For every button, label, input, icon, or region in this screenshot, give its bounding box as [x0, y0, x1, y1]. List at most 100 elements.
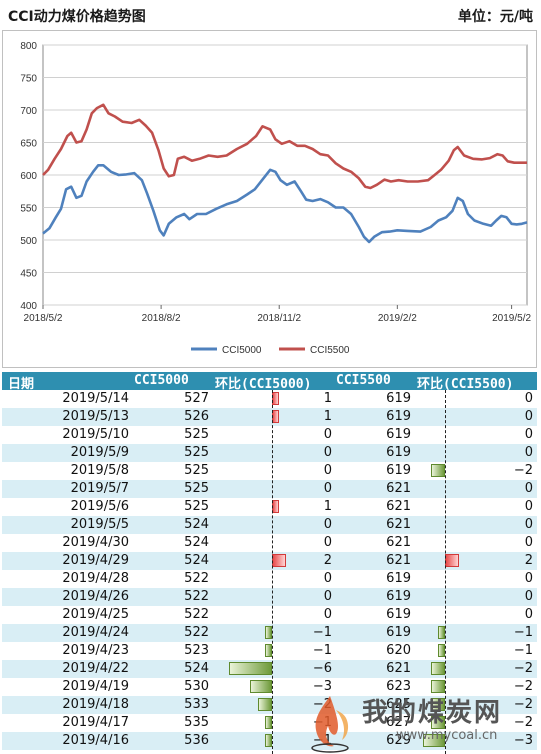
cell-chg5000: 2	[323, 553, 332, 568]
cell-cci5500: 621	[386, 553, 411, 568]
cell-cci5000: 524	[184, 517, 209, 532]
cell-chg5000: −1	[312, 625, 332, 640]
change-bar-cci5500	[430, 716, 445, 729]
cell-date: 2019/4/29	[62, 553, 129, 568]
cell-cci5500: 621	[386, 499, 411, 514]
cell-cci5000: 525	[184, 427, 209, 442]
cell-cci5000: 525	[184, 499, 209, 514]
cell-date: 2019/5/6	[70, 499, 129, 514]
change-bar-cci5000	[272, 392, 280, 405]
cell-chg5500: 0	[524, 409, 533, 424]
cell-cci5500: 621	[386, 535, 411, 550]
price-table: 日期 CCI5000 环比(CCI5000) CCI5500 环比(CCI550…	[2, 372, 537, 754]
cell-cci5000: 524	[184, 535, 209, 550]
cell-chg5500: 0	[524, 427, 533, 442]
cell-chg5500: 0	[524, 535, 533, 550]
cell-date: 2019/4/28	[62, 571, 129, 586]
table-row: 2019/5/13 526 1 619 0	[2, 408, 537, 426]
y-tick-label: 500	[20, 236, 37, 247]
cell-chg5500: 0	[524, 391, 533, 406]
cell-cci5500: 620	[386, 643, 411, 658]
header-cci5500: CCI5500	[336, 373, 391, 388]
cell-chg5500: 0	[524, 571, 533, 586]
cell-date: 2019/5/5	[70, 517, 129, 532]
change-bar-cci5000	[264, 626, 272, 639]
unit-label: 单位：元/吨	[457, 9, 533, 25]
header-chg5000: 环比(CCI5000)	[215, 377, 312, 392]
table-row: 2019/5/10 525 0 619 0	[2, 426, 537, 444]
cell-cci5500: 621	[386, 481, 411, 496]
cell-cci5000: 522	[184, 625, 209, 640]
cell-chg5000: 0	[323, 589, 332, 604]
table-header: 日期 CCI5000 环比(CCI5000) CCI5500 环比(CCI550…	[2, 372, 537, 392]
table-row: 2019/5/8 525 0 619 −2	[2, 462, 537, 480]
change-bar-cci5000	[228, 662, 272, 675]
y-tick-label: 650	[20, 139, 37, 150]
cell-cci5500: 623	[386, 679, 411, 694]
change-bar-cci5000	[264, 644, 272, 657]
site-watermark: 我的煤炭网 www.mycoal.cn	[300, 690, 540, 754]
cell-cci5000: 525	[184, 445, 209, 460]
cell-cci5500: 619	[386, 409, 411, 424]
cell-chg5000: 0	[323, 535, 332, 550]
table-row: 2019/4/22 524 −6 621 −2	[2, 660, 537, 678]
header-date: 日期	[8, 377, 35, 392]
cell-chg5000: 0	[323, 463, 332, 478]
x-tick-label: 2018/8/2	[142, 313, 181, 324]
table-row: 2019/5/6 525 1 621 0	[2, 498, 537, 516]
change-bar-cci5500	[430, 698, 445, 711]
cell-date: 2019/4/16	[62, 733, 129, 748]
cell-cci5500: 629	[386, 733, 411, 748]
cell-chg5500: −1	[513, 625, 533, 640]
cell-cci5000: 527	[184, 391, 209, 406]
change-bar-cci5500	[430, 464, 445, 477]
change-bar-cci5500	[437, 626, 445, 639]
zero-line-cci5000	[272, 390, 273, 754]
legend-label-cci5000: CCI5000	[222, 345, 262, 356]
change-bar-cci5500	[430, 680, 445, 693]
legend-label-cci5500: CCI5500	[310, 345, 350, 356]
change-bar-cci5500	[430, 662, 445, 675]
x-tick-label: 2018/5/2	[24, 313, 63, 324]
y-tick-label: 550	[20, 204, 37, 215]
y-tick-label: 700	[20, 106, 37, 117]
cell-date: 2019/5/13	[62, 409, 129, 424]
line-chart-svg: 400 450 500 550 600 650 700 750 800 2018/5/2 2018/…	[20, 41, 531, 356]
y-tick-label: 800	[20, 41, 37, 52]
table-row: 2019/4/23 523 −1 620 −1	[2, 642, 537, 660]
cell-date: 2019/5/10	[62, 427, 129, 442]
change-bar-cci5500	[423, 734, 445, 747]
change-bar-cci5000	[272, 500, 280, 513]
table-row: 2019/4/30 524 0 621 0	[2, 534, 537, 552]
cell-cci5500: 621	[386, 661, 411, 676]
cell-cci5000: 525	[184, 463, 209, 478]
table-row: 2019/5/5 524 0 621 0	[2, 516, 537, 534]
cell-cci5500: 619	[386, 463, 411, 478]
cell-cci5500: 619	[386, 427, 411, 442]
flame-logo-icon	[311, 696, 349, 753]
cell-chg5500: 0	[524, 589, 533, 604]
cell-date: 2019/5/7	[70, 481, 129, 496]
change-bar-cci5000	[272, 554, 287, 567]
x-tick-label: 2018/11/2	[257, 313, 301, 324]
cell-cci5000: 524	[184, 553, 209, 568]
table-row: 2019/4/19 530 −3 623 −2	[2, 678, 537, 696]
y-tick-label: 450	[20, 269, 37, 280]
change-bar-cci5000	[272, 410, 280, 423]
cell-chg5000: 0	[323, 517, 332, 532]
page-header: CCI动力煤价格趋势图 单位：元/吨	[0, 0, 541, 30]
cell-cci5500: 621	[386, 517, 411, 532]
cell-chg5500: 0	[524, 517, 533, 532]
cell-cci5000: 533	[184, 697, 209, 712]
table-row: 2019/5/7 525 0 621 0	[2, 480, 537, 498]
table-row: 2019/5/14 527 1 619 0	[2, 390, 537, 408]
watermark-text: 我的煤炭网	[362, 698, 503, 728]
cell-chg5000: −1	[312, 643, 332, 658]
change-bar-cci5000	[264, 716, 272, 729]
table-row: 2019/4/18 533 −2 625 −2	[2, 696, 537, 714]
cell-chg5000: 1	[323, 499, 332, 514]
cell-cci5000: 525	[184, 481, 209, 496]
cell-cci5000: 536	[184, 733, 209, 748]
